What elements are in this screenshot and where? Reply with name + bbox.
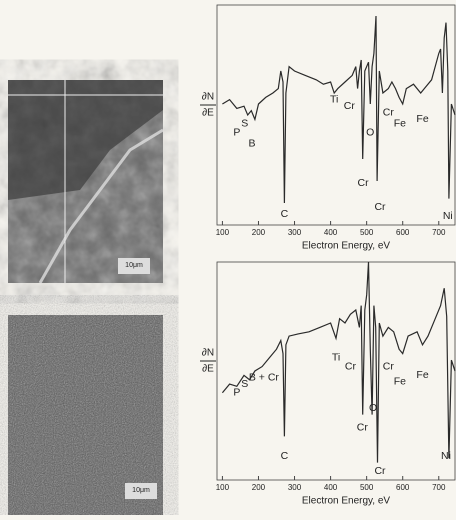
x-tick-label: 100 <box>216 228 230 237</box>
y-label-denominator: ∂E <box>202 364 214 375</box>
peak-label: Fe <box>394 118 406 130</box>
x-tick-label: 500 <box>360 228 374 237</box>
x-tick-label: 100 <box>216 483 230 492</box>
peak-label: Cr <box>357 177 369 189</box>
x-tick-label: 400 <box>324 483 338 492</box>
peak-label: S <box>241 118 248 130</box>
peak-label: Fe <box>394 376 406 388</box>
x-tick-label: 200 <box>252 483 266 492</box>
micrograph-top: 10μm <box>8 80 164 284</box>
peak-label: Cr <box>345 360 357 372</box>
x-tick-label: 700 <box>432 228 446 237</box>
peak-label: Cr <box>374 201 386 213</box>
peak-label: Ti <box>332 352 340 364</box>
peak-label: Cr <box>344 100 356 112</box>
peak-label: Fe <box>416 369 428 381</box>
peak-label: Cr <box>357 421 369 433</box>
peak-label: Ni <box>443 210 453 222</box>
peak-label: Fe <box>416 113 428 125</box>
micrograph-bottom: 10μm <box>8 315 163 515</box>
peak-label: Ni <box>441 450 451 462</box>
peak-label: Cr <box>383 107 395 119</box>
x-tick-label: 300 <box>288 228 302 237</box>
peak-label: Cr <box>374 465 386 477</box>
spectrum-line <box>222 15 456 204</box>
x-tick-label: 200 <box>252 228 266 237</box>
y-label-denominator: ∂E <box>202 108 214 119</box>
peak-label: C <box>281 450 289 462</box>
x-tick-label: 300 <box>288 483 302 492</box>
x-axis-label: Electron Energy, eV <box>302 241 391 252</box>
peak-label: O <box>366 126 374 138</box>
scale-label: 10μm <box>132 487 150 494</box>
peak-label: P <box>233 387 240 399</box>
x-tick-label: 400 <box>324 228 338 237</box>
x-tick-label: 500 <box>360 483 374 492</box>
y-label-numerator: ∂N <box>202 348 214 359</box>
peak-label: B <box>248 137 255 149</box>
x-axis-label: Electron Energy, eV <box>302 496 391 507</box>
x-tick-label: 700 <box>432 483 446 492</box>
peak-label: P <box>233 126 240 138</box>
peak-label: Cr <box>383 360 395 372</box>
spectrum-line <box>221 261 456 463</box>
peak-label: B + Cr <box>249 371 280 383</box>
peak-label: O <box>369 402 377 414</box>
x-tick-label: 600 <box>396 228 410 237</box>
peak-label: S <box>241 378 248 390</box>
peak-label: Ti <box>330 93 338 105</box>
peak-label: C <box>281 208 289 220</box>
y-label-numerator: ∂N <box>202 92 214 103</box>
x-tick-label: 600 <box>396 483 410 492</box>
scale-label: 10μm <box>125 262 143 269</box>
